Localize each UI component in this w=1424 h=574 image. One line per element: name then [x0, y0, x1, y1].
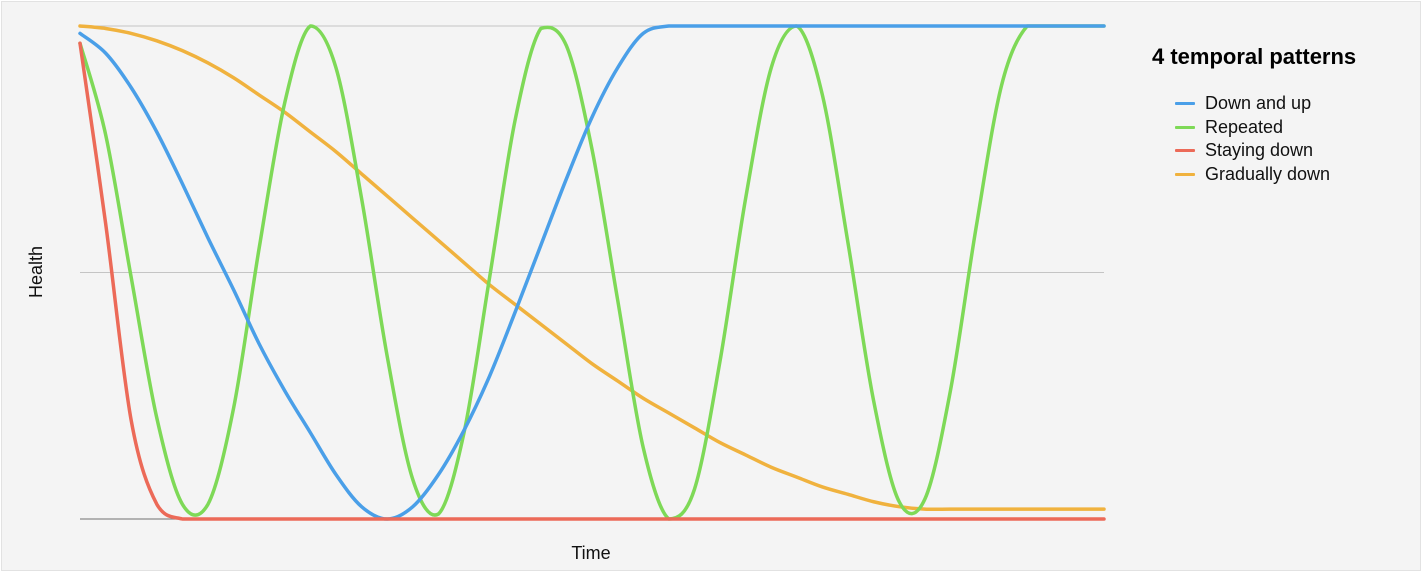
- legend-item: Staying down: [1175, 139, 1412, 163]
- legend-items: Down and up Repeated Staying down Gradually…: [1152, 92, 1412, 186]
- legend: 4 temporal patterns Down and up Repeated S…: [1152, 44, 1412, 186]
- x-axis-label: Time: [571, 543, 610, 563]
- legend-item: Repeated: [1175, 116, 1412, 140]
- series-line-gradually-down: [78, 24, 1106, 512]
- series-lines: [78, 24, 1106, 521]
- series-line-down-and-up: [78, 24, 1106, 521]
- legend-label: Down and up: [1205, 93, 1312, 114]
- chart-title: 4 temporal patterns: [1152, 44, 1357, 69]
- legend-swatch: [1175, 125, 1195, 129]
- legend-item: Gradually down: [1175, 163, 1412, 187]
- series-line-staying-down: [78, 41, 1106, 521]
- legend-item: Down and up: [1175, 92, 1412, 116]
- gridlines: [80, 25, 1104, 520]
- legend-label: Repeated: [1205, 116, 1284, 137]
- legend-swatch: [1175, 102, 1195, 106]
- legend-swatch: [1175, 172, 1195, 176]
- y-axis-label: Health: [26, 246, 46, 298]
- legend-label: Gradually down: [1205, 163, 1331, 184]
- legend-label: Staying down: [1205, 140, 1314, 161]
- legend-swatch: [1175, 149, 1195, 153]
